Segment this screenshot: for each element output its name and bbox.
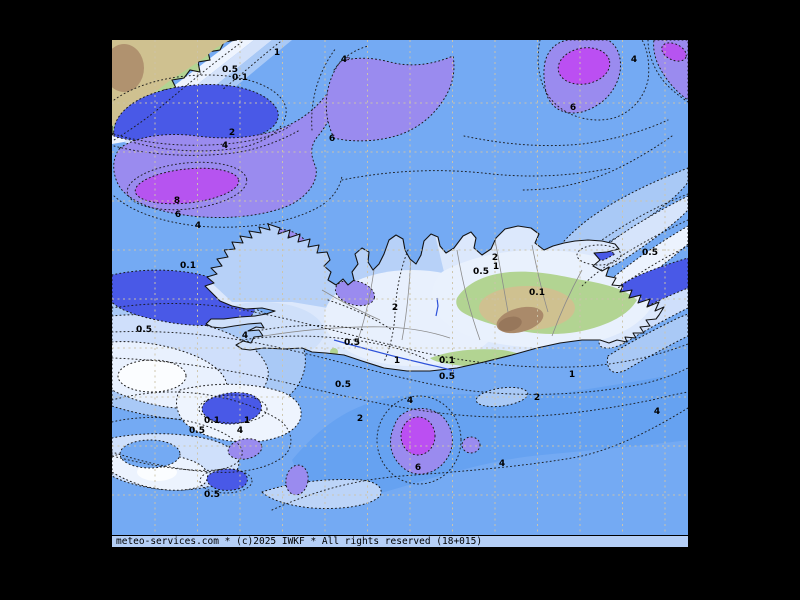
contour-label: 2 bbox=[357, 414, 363, 424]
violet-maxima bbox=[113, 40, 688, 496]
contour-label: 0.1 bbox=[529, 288, 545, 298]
contour-label: 0.5 bbox=[204, 490, 220, 500]
contour-label: 0.1 bbox=[180, 261, 196, 271]
contour-label: 1 bbox=[244, 416, 250, 426]
contour-label: 0.1 bbox=[439, 356, 455, 366]
iceland-island bbox=[204, 223, 665, 372]
contour-label: 4 bbox=[654, 407, 660, 417]
contour-label: 4 bbox=[631, 55, 637, 65]
contour-label: 4 bbox=[341, 55, 347, 65]
copyright-text: meteo-services.com * (c)2025 IWKF * All … bbox=[116, 536, 483, 547]
map-frame: 0.5 0.1 1 4 2 4 6 6 4 8 6 4 0.1 0.5 2 4 0.5 1 0.1 0.5 2 1 0.5 0… bbox=[112, 40, 688, 548]
contour-label: 6 bbox=[175, 210, 181, 220]
contour-label: 1 bbox=[394, 356, 400, 366]
contour-label: 4 bbox=[242, 331, 248, 341]
contour-label: 0.5 bbox=[136, 325, 152, 335]
greenland-terrain-brown bbox=[112, 44, 144, 92]
contour-label: 2 bbox=[534, 393, 540, 403]
contour-label: 4 bbox=[195, 221, 201, 231]
contour-label: 0.1 bbox=[232, 73, 248, 83]
nw-iceland-violet bbox=[334, 279, 376, 307]
deep-precip-wash bbox=[292, 370, 688, 497]
contour-label: 0.5 bbox=[222, 65, 238, 75]
contour-label: 1 bbox=[569, 370, 575, 380]
contour-label: 0.5 bbox=[473, 267, 489, 277]
contour-label: 6 bbox=[570, 103, 576, 113]
blue-eye bbox=[119, 439, 181, 469]
contour-label: 0.5 bbox=[439, 372, 455, 382]
rivers bbox=[333, 297, 455, 372]
contour-label: 1 bbox=[274, 48, 280, 58]
contour-label: 6 bbox=[415, 463, 421, 473]
contour-label: 2 bbox=[492, 253, 498, 263]
contour-label: 6 bbox=[329, 134, 335, 144]
contour-label: 0.5 bbox=[335, 380, 351, 390]
contour-label: 0.5 bbox=[642, 248, 658, 258]
contour-label: 4 bbox=[237, 426, 243, 436]
contour-label: 4 bbox=[499, 459, 505, 469]
contour-label: 2 bbox=[392, 303, 398, 313]
contour-label: 4 bbox=[222, 141, 228, 151]
contour-lines bbox=[112, 40, 688, 511]
contour-label: 8 bbox=[174, 196, 180, 206]
contour-label: 0.1 bbox=[204, 416, 220, 426]
contour-label: 2 bbox=[229, 128, 235, 138]
contour-label: 4 bbox=[407, 396, 413, 406]
graticule bbox=[112, 40, 688, 535]
copyright-bar: meteo-services.com * (c)2025 IWKF * All … bbox=[112, 535, 688, 547]
contour-label: 0.5 bbox=[344, 338, 360, 348]
contour-label: 0.5 bbox=[189, 426, 205, 436]
contour-label: 1 bbox=[493, 262, 499, 272]
